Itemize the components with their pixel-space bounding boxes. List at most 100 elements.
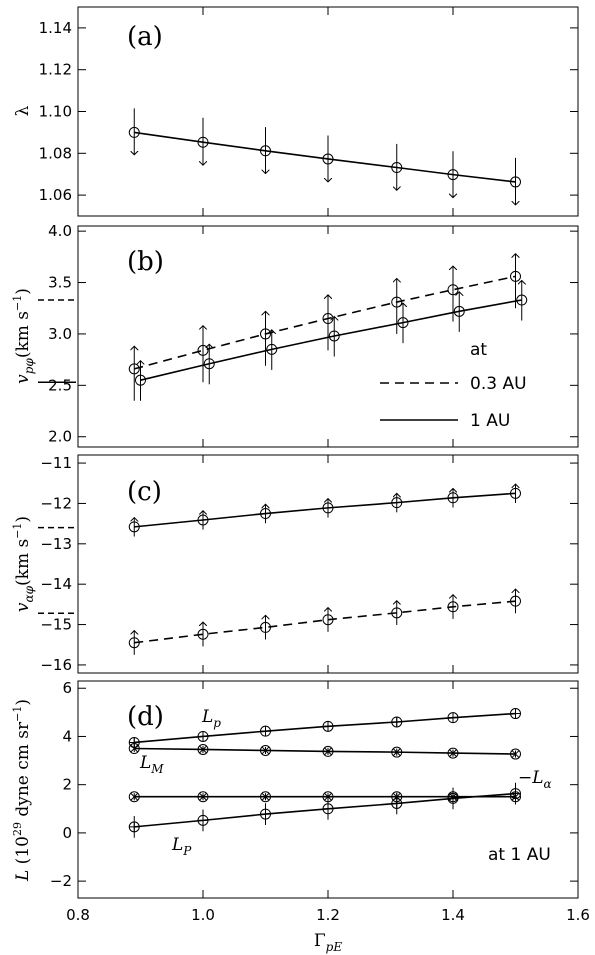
data-point bbox=[391, 497, 403, 509]
data-point bbox=[510, 176, 521, 188]
panel-a-xticks bbox=[77, 7, 579, 216]
marker-x bbox=[449, 749, 457, 757]
y-tick-label: −15 bbox=[40, 616, 72, 634]
marker-x bbox=[392, 748, 401, 756]
panel-d-xticks: 0.8 1.0 1.2 1.4 1.6 bbox=[66, 681, 590, 924]
y-tick-label: 1.12 bbox=[39, 61, 72, 79]
panel-d-ylabel: L (1029 dyne cm sr−1) bbox=[11, 699, 33, 882]
panel-a-yticks: 1.06 1.08 1.10 1.12 1.14 bbox=[39, 19, 578, 204]
y-tick-label: −11 bbox=[40, 454, 72, 472]
panel-d-ylabel-unit: (10 bbox=[13, 836, 33, 870]
panel-b-xticks bbox=[77, 226, 579, 447]
panel-c-xticks bbox=[77, 455, 579, 673]
data-point bbox=[391, 296, 403, 308]
data-point bbox=[447, 747, 459, 759]
data-point bbox=[510, 487, 521, 499]
panel-b-yticks: 2.0 2.5 3.0 3.5 4.0 bbox=[38, 222, 578, 446]
label-la-prefix: − bbox=[518, 768, 532, 788]
label-lP-main: L bbox=[171, 835, 183, 855]
panel-d: (d) L (1029 dyne cm sr−1) −2 0 2 4 6 0.8 1.0 1… bbox=[11, 679, 590, 954]
panel-c: (c) vαφ(km s−1) −11 −12 −13 −14 −15 −16 bbox=[11, 454, 579, 674]
panel-b-ylabel-unit: (km s bbox=[13, 311, 33, 358]
y-tick-label: 4 bbox=[62, 727, 72, 745]
panel-d-ylabel-sup2: −1 bbox=[11, 706, 24, 722]
y-tick-label: 3.0 bbox=[48, 325, 72, 343]
marker-x bbox=[199, 745, 207, 754]
panel-c-ylabel-sup: −1 bbox=[11, 523, 24, 539]
panel-b-ylabel-close: ) bbox=[13, 288, 33, 295]
y-tick-label: 1.10 bbox=[39, 103, 72, 121]
data-point bbox=[391, 607, 403, 619]
panel-b: (b) vpφ(km s−1) 2.0 2.5 3.0 3.5 4.0 at 0.3 A… bbox=[11, 222, 579, 448]
panel-b-legend: at 0.3 AU 1 AU bbox=[380, 340, 527, 431]
data-point bbox=[397, 317, 409, 329]
data-point bbox=[197, 136, 209, 148]
x-tick-label: 0.8 bbox=[66, 906, 90, 924]
panel-c-letter: (c) bbox=[127, 477, 162, 507]
y-tick-label: 1.06 bbox=[39, 186, 72, 204]
data-point bbox=[322, 745, 334, 757]
data-point bbox=[266, 343, 278, 355]
panel-c-ylabel-unit: (km s bbox=[13, 539, 33, 586]
data-point bbox=[328, 330, 340, 342]
panel-a: (a) λ 1.06 1.08 1.10 1.12 1.14 bbox=[13, 6, 579, 217]
y-tick-label: 6 bbox=[62, 679, 72, 697]
y-tick-label: 3.5 bbox=[48, 274, 72, 292]
data-point bbox=[197, 628, 209, 640]
panel-b-ylabel-sub: pφ bbox=[22, 358, 36, 375]
x-axis-label-sub: pE bbox=[326, 940, 343, 954]
panel-d-annotation: at 1 AU bbox=[488, 845, 551, 865]
panel-d-series bbox=[128, 708, 521, 838]
data-point bbox=[135, 374, 146, 386]
data-point bbox=[447, 601, 459, 613]
data-point bbox=[391, 746, 403, 758]
y-tick-label: −14 bbox=[40, 575, 72, 593]
panel-b-ylabel-sup: −1 bbox=[11, 295, 24, 311]
panel-c-ylabel-close: ) bbox=[13, 516, 33, 523]
data-point bbox=[516, 294, 528, 306]
label-lm-sub: M bbox=[150, 762, 164, 776]
x-tick-label: 1.2 bbox=[316, 906, 340, 924]
data-point bbox=[197, 743, 209, 755]
data-point bbox=[322, 614, 334, 626]
data-point bbox=[453, 305, 465, 317]
x-tick-label: 1.4 bbox=[441, 906, 465, 924]
label-lm: LM bbox=[139, 753, 164, 776]
data-point bbox=[128, 521, 140, 533]
data-point bbox=[128, 743, 140, 755]
marker-x bbox=[324, 747, 332, 756]
data-point bbox=[197, 344, 209, 356]
panel-b-letter: (b) bbox=[127, 247, 164, 277]
label-la-sub: α bbox=[544, 777, 552, 791]
data-point bbox=[128, 363, 140, 375]
x-axis-label-main: Γ bbox=[314, 931, 326, 951]
marker-x bbox=[130, 744, 139, 753]
panel-a-letter: (a) bbox=[127, 22, 163, 52]
data-point bbox=[260, 791, 271, 803]
data-point bbox=[322, 502, 334, 514]
panel-c-ylabel-v: v bbox=[13, 602, 33, 612]
data-point bbox=[447, 284, 459, 296]
panel-b-ylabel-v: v bbox=[13, 374, 33, 384]
label-lm-main: L bbox=[139, 753, 151, 773]
data-point bbox=[197, 514, 209, 526]
label-lP: LP bbox=[171, 835, 192, 858]
marker-x bbox=[130, 792, 139, 801]
data-point bbox=[322, 153, 334, 165]
y-tick-label: −2 bbox=[50, 872, 72, 890]
y-tick-label: 4.0 bbox=[48, 222, 72, 240]
data-point bbox=[128, 637, 140, 649]
data-point bbox=[260, 744, 271, 756]
panel-d-letter: (d) bbox=[127, 702, 164, 732]
data-point bbox=[128, 126, 140, 138]
x-axis-label: ΓpE bbox=[314, 931, 342, 954]
panel-c-yticks: −11 −12 −13 −14 −15 −16 bbox=[38, 454, 578, 674]
data-point bbox=[197, 791, 209, 803]
label-la-main: L bbox=[531, 768, 543, 788]
data-point bbox=[510, 748, 521, 760]
panel-c-ylabel: vαφ(km s−1) bbox=[11, 516, 36, 612]
marker-x bbox=[261, 792, 270, 801]
data-point bbox=[510, 595, 521, 607]
panel-a-series bbox=[128, 108, 521, 205]
